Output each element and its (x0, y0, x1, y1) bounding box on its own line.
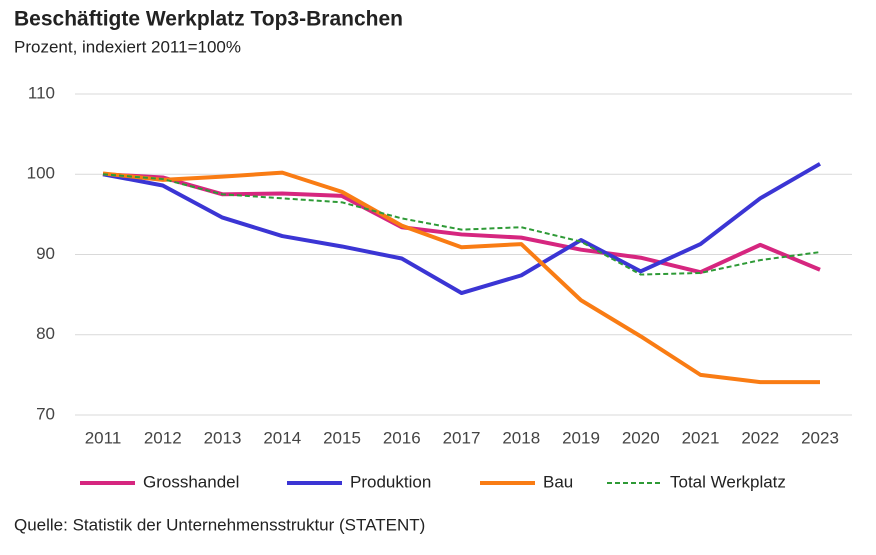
x-tick-label: 2013 (204, 428, 242, 447)
line-series (102, 173, 821, 276)
legend-label: Total Werkplatz (670, 472, 786, 491)
legend-label: Grosshandel (143, 472, 239, 491)
y-tick-label: 80 (36, 324, 55, 343)
x-tick-label: 2015 (323, 428, 361, 447)
y-tick-label: 100 (27, 164, 55, 183)
x-tick-label: 2021 (682, 428, 720, 447)
y-tick-label: 90 (36, 244, 55, 263)
x-tick-label: 2019 (562, 428, 600, 447)
x-tick-label: 2022 (741, 428, 779, 447)
line-series (102, 162, 822, 296)
x-tick-label: 2014 (263, 428, 301, 447)
y-tick-label: 70 (36, 404, 55, 423)
source-note: Quelle: Statistik der Unternehmensstrukt… (14, 515, 425, 534)
chart-subtitle: Prozent, indexiert 2011=100% (14, 37, 241, 56)
x-tick-label: 2020 (622, 428, 660, 447)
chart-title: Beschäftigte Werkplatz Top3-Branchen (14, 8, 403, 31)
legend-label: Bau (543, 472, 573, 491)
line-series (102, 170, 820, 385)
x-tick-label: 2023 (801, 428, 839, 447)
legend-label: Produktion (350, 472, 431, 491)
x-tick-label: 2011 (85, 428, 122, 447)
x-tick-label: 2018 (502, 428, 540, 447)
x-tick-label: 2012 (144, 428, 182, 447)
line-series (102, 172, 821, 275)
y-tick-label: 110 (28, 83, 55, 102)
x-tick-label: 2016 (383, 428, 421, 447)
x-tick-label: 2017 (443, 428, 481, 447)
